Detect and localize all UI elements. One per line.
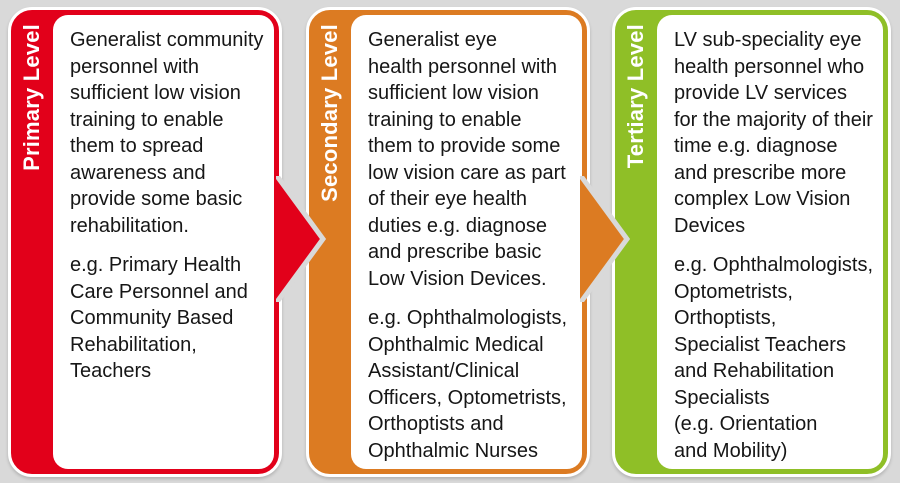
tertiary-level-title: Tertiary Level (623, 24, 648, 169)
primary-level-content: Generalist community personnel with suff… (53, 15, 274, 469)
primary-level-description: Generalist community personnel with suff… (70, 29, 264, 237)
tertiary-level-content: LV sub-speciality eye health personnel w… (657, 15, 883, 469)
primary-level-title: Primary Level (19, 24, 44, 171)
primary-level-band: Primary Level (11, 24, 53, 175)
arrow-right-icon-primary-to-secondary (276, 176, 326, 302)
primary-level-examples: e.g. Primary Health Care Personnel and C… (70, 254, 248, 382)
arrow-right-icon-secondary-to-tertiary (580, 176, 630, 302)
tertiary-level-description: LV sub-speciality eye health personnel w… (674, 29, 873, 237)
tertiary-level-band: Tertiary Level (615, 24, 657, 172)
secondary-level-content: Generalist eye health personnel with suf… (351, 15, 582, 469)
panel-tertiary-level: Tertiary Level LV sub-speciality eye hea… (612, 7, 891, 477)
tertiary-level-examples: e.g. Ophthalmologists, Optometrists, Ort… (674, 254, 873, 462)
panel-primary-level: Primary Level Generalist community perso… (8, 7, 282, 477)
secondary-level-description: Generalist eye health personnel with suf… (368, 29, 566, 290)
secondary-level-examples: e.g. Ophthalmologists, Ophthalmic Medica… (368, 307, 567, 462)
panel-secondary-level: Secondary Level Generalist eye health pe… (306, 7, 590, 477)
